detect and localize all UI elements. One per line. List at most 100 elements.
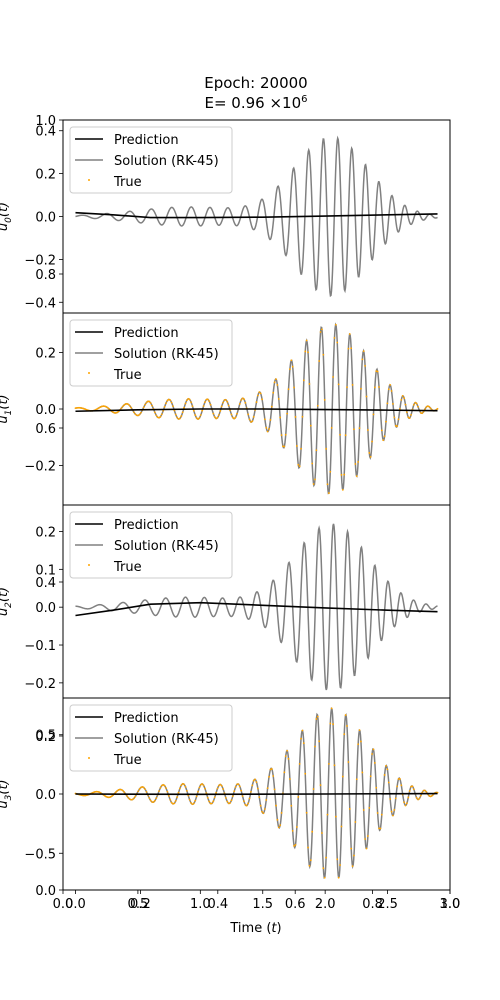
true-point (328, 763, 330, 765)
true-point (185, 403, 187, 405)
true-point (368, 807, 370, 809)
true-point (229, 802, 231, 804)
true-point (364, 838, 366, 840)
true-point (392, 815, 394, 817)
true-point (178, 792, 180, 794)
true-point (251, 784, 253, 786)
true-point (253, 780, 255, 782)
true-point (144, 788, 146, 790)
true-point (361, 359, 363, 361)
true-point (324, 399, 326, 401)
true-point (405, 805, 407, 807)
true-point (254, 778, 256, 780)
true-point (403, 801, 405, 803)
true-point (165, 787, 167, 789)
true-point (385, 765, 387, 767)
true-point (264, 808, 266, 810)
true-point (428, 406, 430, 408)
subplot-1-prediction-line (75, 409, 437, 411)
true-point (257, 395, 259, 397)
true-point (168, 795, 170, 797)
true-point (123, 791, 125, 793)
true-point (346, 386, 348, 388)
true-point (399, 778, 401, 780)
x-axis-label: Time (t) (229, 921, 281, 936)
true-point (292, 366, 294, 368)
subplot-3-ytick-label: 0.5 (35, 729, 56, 744)
true-point (288, 388, 290, 390)
true-point (140, 412, 142, 414)
true-point (171, 402, 173, 404)
true-point (332, 376, 334, 378)
true-point (350, 347, 352, 349)
xtick-label: 3.0 (440, 897, 461, 912)
true-point (126, 795, 128, 797)
subplot-1-ylabel: u1(t) (0, 394, 14, 423)
true-point (410, 414, 412, 416)
true-point (309, 383, 311, 385)
true-point (231, 799, 233, 801)
true-point (437, 408, 439, 410)
true-point (299, 465, 301, 467)
true-point (400, 784, 402, 786)
true-point (324, 877, 326, 879)
true-point (158, 790, 160, 792)
true-point (311, 831, 313, 833)
true-point (345, 714, 347, 716)
true-point (299, 763, 301, 765)
true-point (166, 791, 168, 793)
true-point (342, 489, 344, 491)
true-point (392, 403, 394, 405)
true-point (221, 785, 223, 787)
true-point (370, 775, 372, 777)
legend-solution-label: Solution (RK-45) (114, 732, 219, 747)
true-point (315, 449, 317, 451)
true-point (310, 859, 312, 861)
true-point (139, 788, 141, 790)
true-point (283, 446, 285, 448)
true-point (208, 801, 210, 803)
true-point (218, 414, 220, 416)
true-point (386, 402, 388, 404)
xtick-label: 2.5 (377, 897, 398, 912)
true-point (183, 407, 185, 409)
true-point (222, 402, 224, 404)
true-point (238, 783, 240, 785)
true-point (134, 413, 136, 415)
true-point (239, 785, 241, 787)
true-point (182, 411, 184, 413)
true-point (204, 788, 206, 790)
ylabel-base: u (0, 223, 11, 231)
true-point (339, 864, 341, 866)
true-point (275, 378, 277, 380)
true-point (164, 785, 166, 787)
true-point (386, 768, 388, 770)
true-point (354, 463, 356, 465)
subplot-0-ytick-label: 0.2 (35, 168, 56, 183)
true-point (160, 416, 162, 418)
true-point (150, 800, 152, 802)
true-point (336, 342, 338, 344)
true-point (249, 419, 251, 421)
true-point (313, 788, 315, 790)
true-point (133, 797, 135, 799)
true-point (175, 800, 177, 802)
true-point (132, 799, 134, 801)
true-point (357, 461, 359, 463)
true-point (221, 406, 223, 408)
true-point (334, 764, 336, 766)
subplot-2-ytick-label: 0.1 (35, 563, 56, 578)
true-point (155, 797, 157, 799)
true-point (289, 368, 291, 370)
true-point (235, 416, 237, 418)
true-point (194, 414, 196, 416)
true-point (317, 405, 319, 407)
true-point (239, 403, 241, 405)
true-point (233, 418, 235, 420)
true-point (186, 399, 188, 401)
true-point (272, 775, 274, 777)
subplot-0-ytick-label: 0.0 (35, 211, 56, 226)
true-point (416, 797, 418, 799)
legend-solution-label: Solution (RK-45) (114, 539, 219, 554)
